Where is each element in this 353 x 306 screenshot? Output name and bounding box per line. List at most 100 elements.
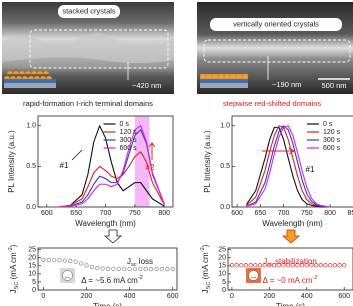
point xyxy=(101,267,105,271)
text-part: Δ = ~5.6 mA cm xyxy=(81,276,138,285)
point xyxy=(338,263,342,267)
point xyxy=(95,266,99,270)
legend-label: 600 s xyxy=(120,145,138,152)
legend-label: 300 s xyxy=(120,137,138,144)
y-tick-label: 0.0 xyxy=(26,204,36,211)
annotation: Jsc loss xyxy=(127,257,153,268)
caption: stepwise red-shifted domains xyxy=(223,99,322,108)
text-part: (mA cm xyxy=(201,252,210,282)
legend-label: 600 s xyxy=(323,145,341,152)
point xyxy=(52,258,56,262)
point xyxy=(160,267,164,271)
annotation: Jsc stabilization xyxy=(263,257,317,268)
point xyxy=(63,259,67,263)
text-part: SC xyxy=(14,282,20,290)
y-tick-label: 0.0 xyxy=(220,204,230,211)
y-tick-label: 0 xyxy=(222,287,226,294)
x-tick-label: 750 xyxy=(129,210,141,217)
x-tick-label: 650 xyxy=(70,210,82,217)
point xyxy=(254,263,258,267)
y-tick-label: 1.0 xyxy=(220,123,230,130)
face-icon xyxy=(63,271,73,281)
point xyxy=(324,263,328,267)
point xyxy=(319,263,323,267)
text-part: #1 xyxy=(306,165,315,174)
x-axis-label: Time (s) xyxy=(93,302,122,306)
x-tick-label: 600 xyxy=(338,293,350,300)
x-axis-label: Wavelength (nm) xyxy=(262,219,323,228)
arrow xyxy=(105,230,121,243)
x-tick-label: 800 xyxy=(324,210,336,217)
x-tick-label: 600 xyxy=(231,210,243,217)
x-tick-label: 400 xyxy=(301,293,313,300)
thickness-label: ~420 nm xyxy=(132,81,161,90)
text-part: -2 xyxy=(138,275,143,281)
point xyxy=(249,263,253,267)
caption: rapid-formation I-rich terminal domains xyxy=(23,99,153,108)
sem-image-right: vertically oriented crystals ~190 nm 500… xyxy=(197,2,353,94)
legend-label: 300 s xyxy=(323,137,341,144)
annotation: #1 xyxy=(306,165,315,174)
y-axis-label: JSC (mA cm-2) xyxy=(8,244,20,293)
point xyxy=(58,258,62,262)
face-icon xyxy=(249,271,259,281)
x-tick-label: 600 xyxy=(41,210,53,217)
y-tick-label: 0.5 xyxy=(220,163,230,170)
x-axis-label: Wavelength (nm) xyxy=(75,219,136,228)
x-tick-label: 700 xyxy=(278,210,290,217)
point xyxy=(230,263,234,267)
point xyxy=(155,267,159,271)
annotation: #1 xyxy=(60,161,69,170)
legend-label: 0 s xyxy=(120,121,130,128)
plot-frame xyxy=(38,116,173,207)
y-tick-label: 10 xyxy=(28,271,36,278)
x-tick-label: 0 xyxy=(230,293,234,300)
x-tick-label: 750 xyxy=(301,210,313,217)
y-tick-label: 15 xyxy=(28,263,36,270)
point xyxy=(69,259,73,263)
point xyxy=(144,267,148,271)
annotation: Δ = ~0 mA cm-2 xyxy=(263,275,318,285)
x-tick-label: 700 xyxy=(100,210,112,217)
image-label: stacked crystals xyxy=(62,6,116,15)
x-tick-label: 650 xyxy=(255,210,267,217)
annotation: #2 xyxy=(146,163,155,172)
y-axis-label: PL Intensity (a.u.) xyxy=(203,130,212,193)
point xyxy=(117,267,121,271)
x-tick-label: 600 xyxy=(167,293,179,300)
text-part: SC xyxy=(206,282,212,290)
point xyxy=(235,263,239,267)
x-tick-label: 800 xyxy=(158,210,170,217)
thickness-label: ~190 nm xyxy=(272,80,301,89)
point xyxy=(333,263,337,267)
point xyxy=(79,262,83,266)
point xyxy=(42,258,46,262)
point xyxy=(106,267,110,271)
point xyxy=(342,263,346,267)
text-part: #2 xyxy=(146,163,155,172)
scale-bar-label: 500 nm xyxy=(321,81,346,90)
point xyxy=(166,267,170,271)
point xyxy=(112,267,116,271)
y-axis-label: PL Intensity (a.u.) xyxy=(7,130,16,193)
y-tick-label: 0 xyxy=(32,287,36,294)
text-part: stabilization xyxy=(273,257,317,266)
y-tick-label: 0.5 xyxy=(26,163,36,170)
point xyxy=(328,263,332,267)
legend-label: 0 s xyxy=(323,121,333,128)
y-tick-label: 20 xyxy=(218,255,226,262)
annotation: Δ = ~5.6 mA cm-2 xyxy=(81,275,142,285)
arrow xyxy=(72,150,82,160)
point xyxy=(149,267,153,271)
image-label: vertically oriented crystals xyxy=(233,19,319,28)
text-part: ) xyxy=(201,244,210,247)
text-part: Δ = ~0 mA cm xyxy=(263,276,313,285)
point xyxy=(74,260,78,264)
x-tick-label: 400 xyxy=(124,293,136,300)
x-tick-label: 200 xyxy=(264,293,276,300)
y-tick-label: 25 xyxy=(28,246,36,253)
point xyxy=(258,263,262,267)
x-axis-label: Time (s) xyxy=(276,302,305,306)
y-tick-label: 15 xyxy=(218,263,226,270)
y-tick-label: 20 xyxy=(28,255,36,262)
